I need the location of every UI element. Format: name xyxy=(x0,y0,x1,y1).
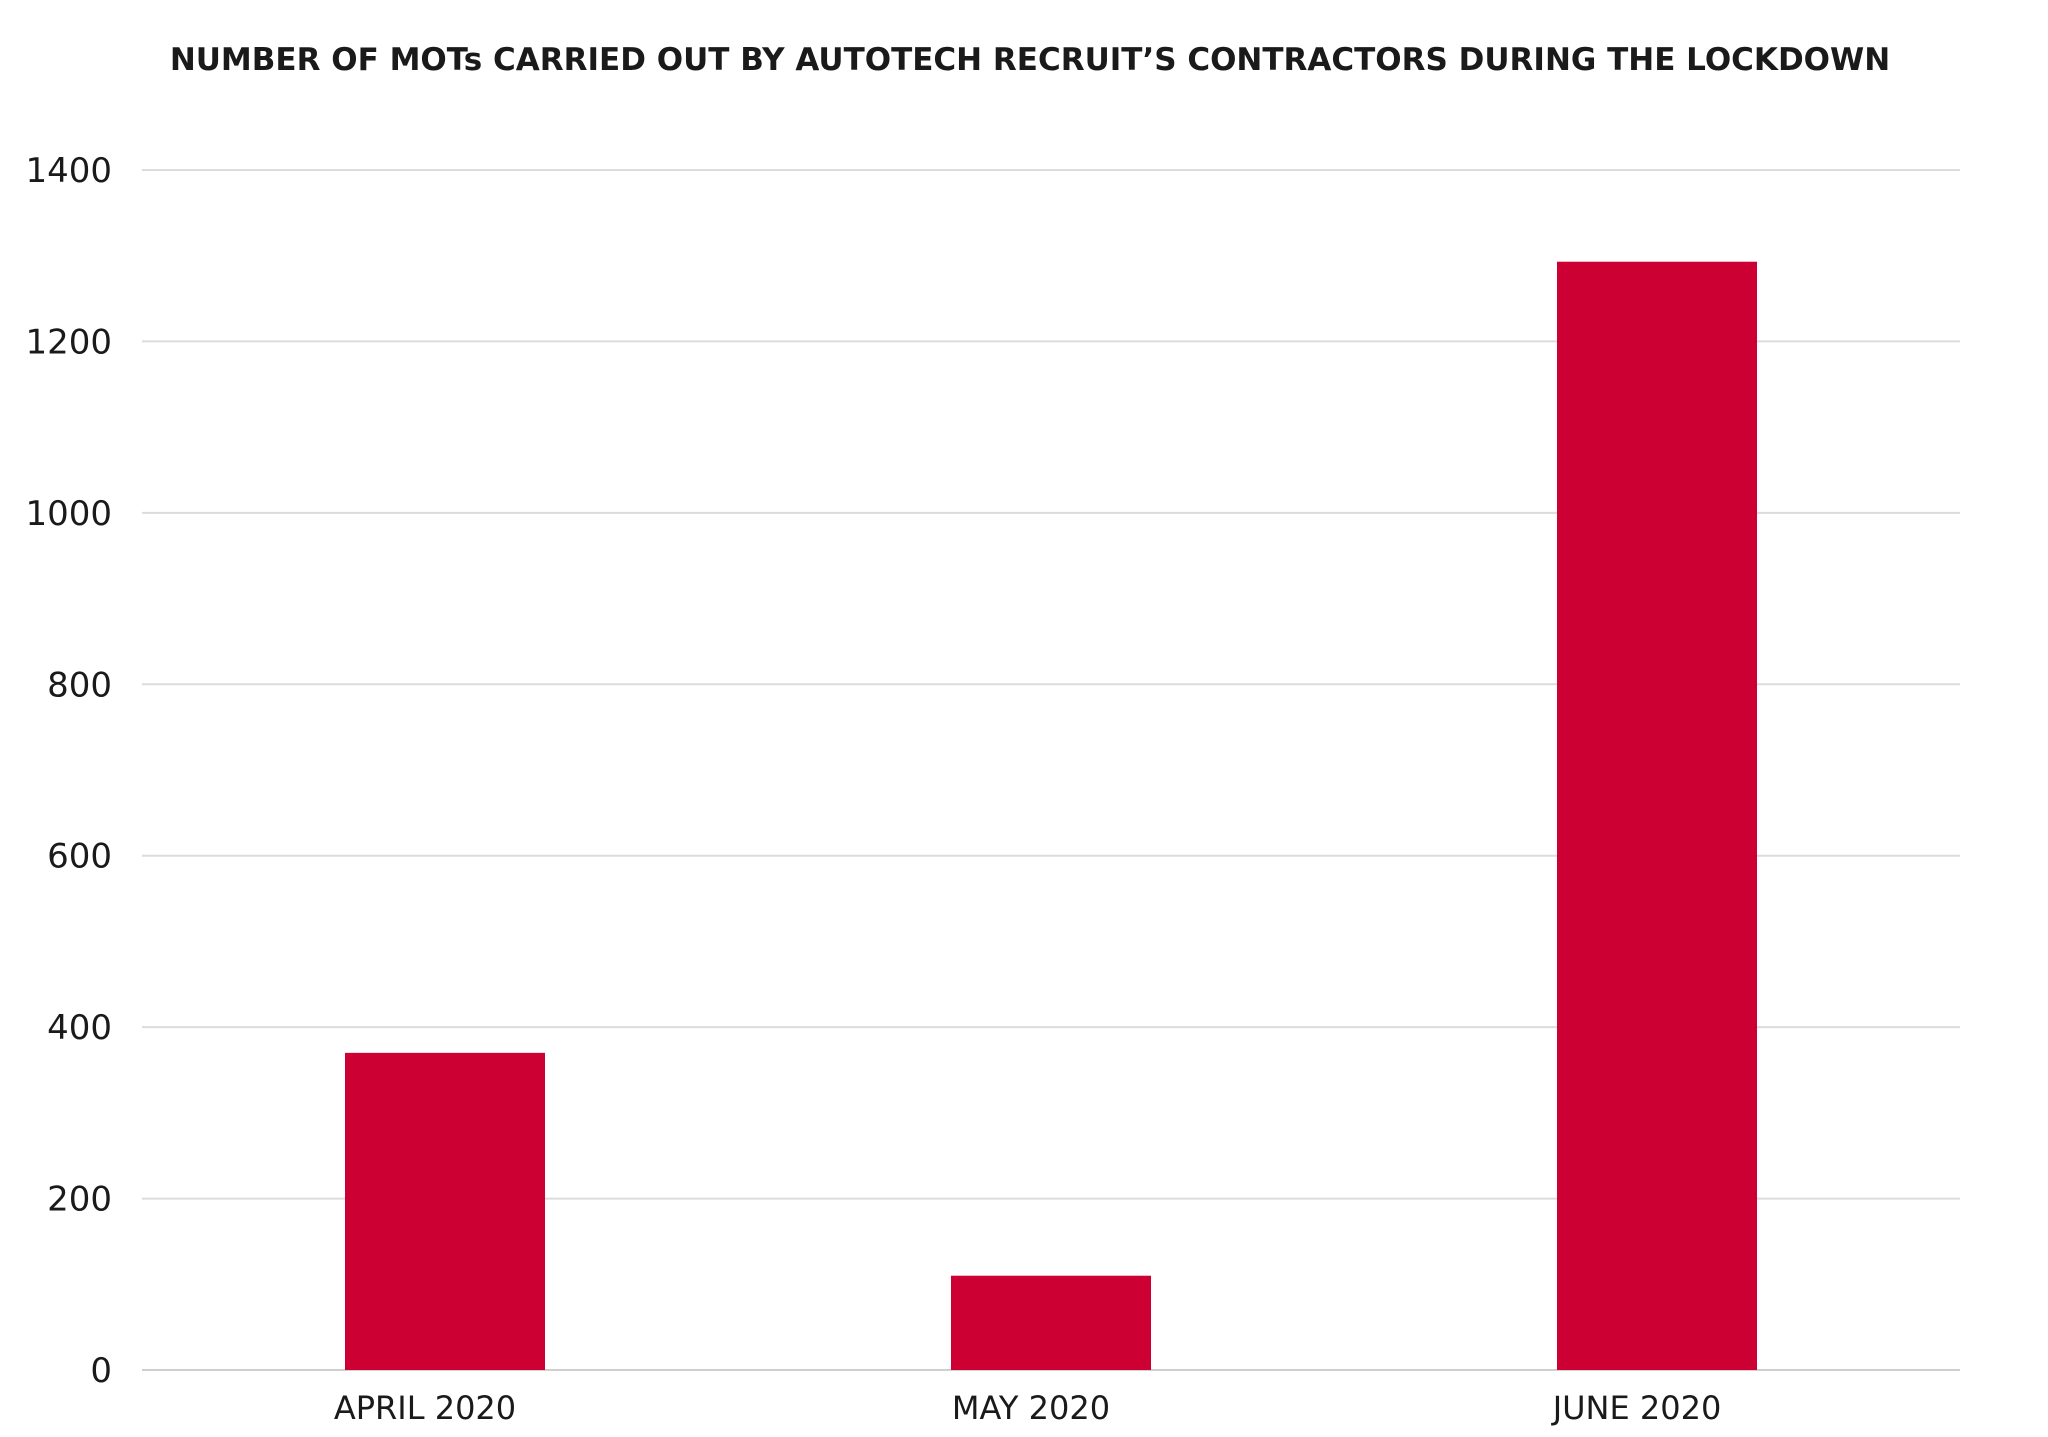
y-tick-label: 1000 xyxy=(25,494,112,534)
chart-title: NUMBER OF MOTs CARRIED OUT BY AUTOTECH R… xyxy=(170,42,1890,78)
x-category-label: APRIL 2020 xyxy=(334,1389,516,1427)
y-tick-label: 800 xyxy=(47,665,112,705)
x-category-label: MAY 2020 xyxy=(952,1389,1110,1427)
x-category-label: JUNE 2020 xyxy=(1551,1389,1722,1427)
y-tick-label: 400 xyxy=(47,1008,112,1048)
bars xyxy=(345,261,1757,1370)
y-tick-label: 1200 xyxy=(25,322,112,362)
y-tick-label: 0 xyxy=(90,1351,112,1391)
y-tick-label: 200 xyxy=(47,1180,112,1220)
x-axis-category-labels: APRIL 2020 MAY 2020 JUNE 2020 xyxy=(334,1389,1721,1427)
y-tick-label: 1400 xyxy=(25,151,112,191)
bar-may-2020 xyxy=(951,1275,1151,1370)
y-tick-label: 600 xyxy=(47,837,112,877)
bar-june-2020 xyxy=(1557,261,1757,1370)
bar-april-2020 xyxy=(345,1052,545,1370)
y-axis-tick-labels: 0 200 400 600 800 1000 1200 1400 xyxy=(25,151,112,1391)
